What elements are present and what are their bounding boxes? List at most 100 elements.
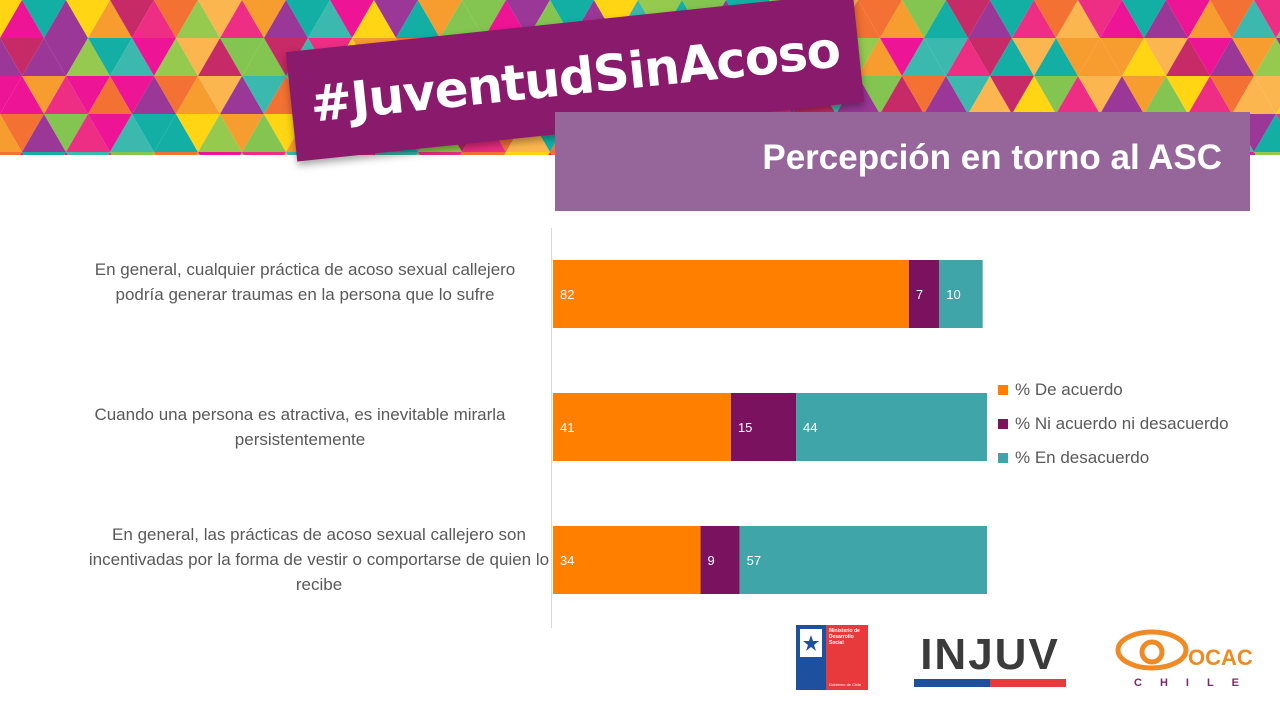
ocac-chile-logo: OCAC CHILE [1112,625,1253,690]
legend-swatch-en-desacuerdo [998,453,1008,463]
data-label-de-acuerdo-row-1: 82 [560,287,574,302]
bar-en-desacuerdo-row-1 [939,260,983,328]
banner-triangle [550,0,594,38]
banner-triangle [0,38,44,76]
banner-triangle [110,76,154,114]
bar-de-acuerdo-row-3 [553,526,701,594]
banner-triangle [1056,38,1100,76]
banner-triangle [242,76,286,114]
banner-triangle [1188,0,1232,38]
banner-triangle [110,114,154,152]
ocac-text: OCAC [1188,645,1252,670]
category-label-1: En general, cualquier práctica de acoso … [94,260,516,304]
banner-triangle [196,152,200,155]
banner-triangle [946,0,990,38]
banner-triangle [1210,38,1254,76]
gobierno-text: Gobierno de Chile [829,682,862,687]
banner-triangle [1166,76,1210,114]
banner-triangle [242,0,286,38]
banner-triangle [1056,76,1100,114]
banner-triangle [1056,0,1100,38]
banner-triangle [44,38,88,76]
data-label-ni-acuerdo-row-3: 9 [708,553,715,568]
banner-triangle [1078,76,1122,114]
banner-triangle [154,0,198,38]
banner-triangle [198,0,242,38]
banner-triangle [990,0,1034,38]
banner-triangle [154,114,198,152]
banner-triangle [110,38,154,76]
banner-triangle [220,0,264,38]
banner-triangle [20,152,24,155]
banner-triangle [176,114,220,152]
banner-triangle [418,152,462,155]
legend-item-de-acuerdo: % De acuerdo [998,378,1123,402]
banner-triangle [88,0,132,38]
banner-triangle [0,0,44,38]
banner-triangle [924,76,968,114]
bar-ni-acuerdo-row-2 [730,393,797,461]
legend-item-en-desacuerdo: % En desacuerdo [998,446,1149,470]
banner-triangle [1276,31,1280,38]
banner-triangle [242,114,286,152]
banner-triangle [1232,76,1276,114]
banner-triangle [880,0,924,38]
banner-triangle [548,152,552,155]
bar-de-acuerdo-row-1 [553,260,909,328]
ministerio-text-1: Ministerio de [829,628,860,634]
data-label-ni-acuerdo-row-1: 7 [916,287,923,302]
banner-triangle [1232,0,1276,38]
banner-triangle [132,114,176,152]
banner-triangle [152,152,156,155]
banner-triangle [220,76,264,114]
banner-triangle [132,0,176,38]
banner-triangle [220,114,264,152]
banner-triangle [1166,0,1210,38]
banner-triangle [1166,38,1210,76]
data-label-en-desacuerdo-row-1: 10 [946,287,960,302]
banner-triangle [0,76,44,114]
banner-triangle [462,152,506,155]
ministerio-logo-graphic: Ministerio de Desarrollo Social Gobierno… [796,625,868,690]
banner-triangle [1012,0,1056,38]
banner-triangle [1144,38,1188,76]
bar-ni-acuerdo-row-3 [700,526,740,594]
ocac-chile-text: CHILE [1134,677,1252,689]
banner-triangle [504,152,508,155]
banner-triangle [1210,0,1254,38]
banner-triangle [1078,0,1122,38]
banner-triangle [0,152,22,155]
category-label-3: En general, las prácticas de acoso sexua… [88,525,550,594]
banner-triangle [1254,38,1280,76]
banner-triangle [968,76,1012,114]
banner-triangle [374,0,418,38]
banner-triangle [22,152,66,155]
banner-triangle [1100,38,1144,76]
ministerio-text-2: Desarrollo [829,634,854,640]
bar-de-acuerdo-row-2 [553,393,731,461]
banner-triangle [198,76,242,114]
banner-triangle [1034,38,1078,76]
banner-triangle [418,0,462,38]
banner-triangle [22,114,66,152]
banner-triangle [176,0,220,38]
data-label-en-desacuerdo-row-3: 57 [747,553,761,568]
legend-label-de-acuerdo: % De acuerdo [1015,380,1123,399]
banner-triangle [132,38,176,76]
banner-triangle [1034,0,1078,38]
banner-triangle [176,38,220,76]
banner-triangle [22,38,66,76]
banner-triangle [66,76,110,114]
banner-triangle [66,38,110,76]
banner-triangle [22,76,66,114]
banner-triangle [968,0,1012,38]
banner-triangle [284,152,288,155]
banner-triangle [374,152,418,155]
banner-triangle [1252,152,1256,155]
banner-triangle [176,76,220,114]
banner-triangle [88,76,132,114]
banner-triangle [154,76,198,114]
banner-triangle [154,38,198,76]
banner-triangle [220,38,264,76]
